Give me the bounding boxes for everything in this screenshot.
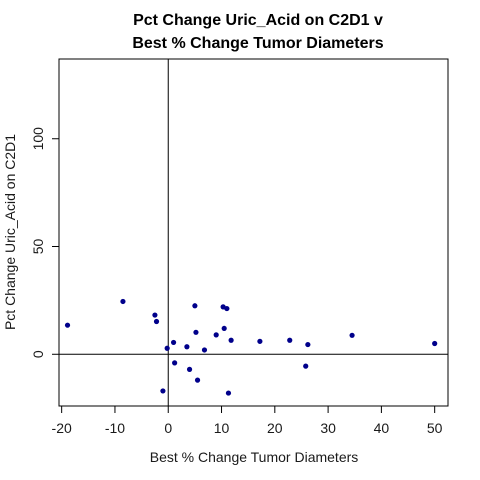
data-point bbox=[64, 322, 71, 328]
data-point bbox=[225, 390, 232, 396]
y-tick-label: 0 bbox=[30, 350, 46, 358]
data-point bbox=[213, 332, 219, 338]
x-tick-label: 30 bbox=[320, 420, 336, 436]
data-point bbox=[224, 305, 230, 312]
chart-title-line-2: Best % Change Tumor Diameters bbox=[132, 35, 383, 52]
y-axis-label: Pct Change Uric_Acid on C2D1 bbox=[2, 134, 18, 330]
data-point bbox=[303, 363, 309, 369]
data-point bbox=[432, 340, 438, 347]
data-point bbox=[170, 339, 177, 346]
x-tick-label: 50 bbox=[427, 420, 443, 436]
data-point bbox=[164, 345, 170, 351]
chart-title-line-1: Pct Change Uric_Acid on C2D1 v bbox=[133, 12, 383, 29]
y-axis: 0 50 100 bbox=[30, 127, 59, 358]
x-tick-label: 0 bbox=[164, 420, 172, 436]
x-tick-label: -10 bbox=[105, 420, 125, 436]
x-tick-label: 20 bbox=[267, 420, 283, 436]
x-tick-label: 10 bbox=[214, 420, 230, 436]
x-tick-label: -20 bbox=[52, 420, 72, 436]
data-point bbox=[184, 344, 190, 350]
data-point bbox=[228, 337, 234, 343]
data-point bbox=[221, 325, 227, 332]
data-point bbox=[349, 332, 355, 338]
data-point bbox=[194, 377, 201, 383]
data-point bbox=[257, 338, 263, 344]
data-point bbox=[120, 298, 126, 305]
y-tick-label: 50 bbox=[30, 239, 46, 255]
data-point bbox=[192, 303, 198, 309]
x-tick-label: 40 bbox=[374, 420, 390, 436]
reference-lines bbox=[59, 59, 448, 406]
x-axis: -20 -10 0 10 20 30 40 50 bbox=[52, 406, 443, 436]
data-point bbox=[160, 388, 166, 394]
data-point bbox=[153, 318, 160, 325]
data-point bbox=[172, 360, 178, 366]
plot-area-frame bbox=[58, 58, 449, 407]
data-point bbox=[305, 341, 311, 348]
data-point bbox=[186, 366, 193, 372]
data-point bbox=[201, 347, 208, 353]
y-tick-label: 100 bbox=[30, 127, 46, 151]
x-axis-label: Best % Change Tumor Diameters bbox=[150, 449, 359, 465]
data-point bbox=[287, 337, 293, 343]
data-point bbox=[152, 312, 158, 318]
data-points bbox=[64, 298, 438, 396]
data-point bbox=[193, 329, 199, 335]
